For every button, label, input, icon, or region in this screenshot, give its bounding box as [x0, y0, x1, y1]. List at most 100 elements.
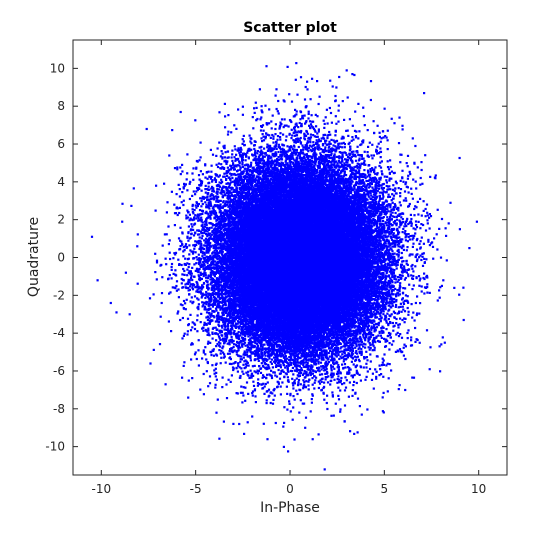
scatter-point: [270, 127, 273, 130]
scatter-point: [314, 154, 317, 157]
scatter-point: [369, 360, 372, 363]
scatter-point: [335, 330, 338, 333]
scatter-point: [385, 179, 388, 182]
scatter-point: [234, 293, 238, 296]
scatter-point: [290, 137, 293, 140]
scatter-point: [214, 326, 217, 329]
scatter-point: [382, 391, 385, 394]
scatter-point: [436, 208, 439, 211]
scatter-point: [331, 171, 334, 174]
scatter-point: [216, 398, 219, 401]
scatter-point: [324, 116, 327, 119]
scatter-point: [415, 259, 419, 263]
scatter-point: [192, 250, 195, 253]
scatter-point: [220, 296, 223, 300]
scatter-point: [375, 370, 378, 373]
scatter-point: [223, 191, 226, 194]
scatter-point: [376, 184, 379, 187]
scatter-point: [304, 345, 307, 348]
scatter-point: [338, 151, 341, 154]
scatter-point: [348, 141, 351, 144]
scatter-point: [209, 217, 212, 220]
scatter-point: [202, 329, 205, 332]
scatter-point: [406, 306, 409, 310]
scatter-point: [343, 389, 347, 392]
scatter-point: [242, 343, 245, 346]
scatter-point: [215, 345, 218, 348]
scatter-point: [224, 115, 227, 118]
scatter-point: [306, 140, 309, 143]
scatter-point: [219, 273, 222, 276]
scatter-point: [371, 157, 374, 160]
scatter-point: [371, 322, 374, 325]
scatter-point: [220, 329, 223, 332]
scatter-point: [415, 187, 418, 190]
scatter-point: [243, 195, 246, 198]
scatter-point: [363, 124, 366, 127]
scatter-point: [340, 137, 343, 140]
scatter-point: [206, 177, 209, 180]
scatter-point: [240, 181, 243, 185]
scatter-point: [186, 153, 189, 156]
scatter-point: [388, 177, 391, 180]
scatter-point: [168, 251, 171, 254]
scatter-point: [308, 120, 312, 123]
scatter-point: [415, 206, 418, 209]
scatter-point: [200, 220, 203, 223]
scatter-point: [344, 345, 347, 348]
scatter-point: [243, 328, 246, 331]
scatter-point: [326, 122, 329, 125]
scatter-point: [340, 376, 343, 380]
scatter-point: [420, 168, 423, 172]
scatter-point: [401, 124, 404, 127]
scatter-point: [273, 356, 276, 359]
scatter-point: [247, 335, 250, 338]
scatter-point: [414, 340, 417, 343]
scatter-point: [215, 242, 218, 245]
scatter-point: [192, 190, 195, 193]
scatter-point: [389, 159, 392, 162]
scatter-point: [348, 154, 351, 157]
scatter-point: [244, 159, 247, 162]
scatter-point: [207, 237, 211, 240]
scatter-point: [236, 169, 240, 172]
scatter-point: [226, 187, 229, 191]
scatter-point: [382, 234, 385, 237]
scatter-point: [196, 289, 199, 292]
scatter-point: [362, 342, 365, 345]
scatter-point: [227, 193, 230, 196]
scatter-point: [176, 166, 179, 169]
scatter-point: [357, 358, 360, 361]
scatter-point: [358, 185, 361, 188]
scatter-point: [284, 159, 287, 162]
scatter-point: [340, 163, 344, 166]
scatter-point: [287, 450, 290, 453]
scatter-point: [398, 310, 401, 313]
scatter-point: [202, 351, 205, 354]
scatter-point: [218, 296, 221, 299]
scatter-point: [270, 374, 273, 377]
scatter-point: [223, 317, 226, 320]
scatter-point: [399, 317, 402, 320]
scatter-point: [230, 374, 233, 377]
scatter-point: [239, 146, 242, 149]
scatter-point: [289, 394, 292, 397]
scatter-point: [195, 206, 198, 209]
scatter-point: [392, 285, 395, 288]
scatter-point: [175, 284, 178, 288]
scatter-point: [271, 334, 274, 338]
scatter-point: [399, 305, 402, 308]
scatter-point: [397, 142, 401, 145]
scatter-points: [90, 62, 478, 471]
scatter-point: [328, 130, 331, 134]
scatter-point: [401, 231, 404, 234]
scatter-point: [419, 240, 422, 243]
scatter-point: [410, 274, 413, 277]
scatter-point: [199, 141, 202, 144]
scatter-point: [366, 169, 370, 172]
scatter-point: [211, 185, 214, 188]
scatter-point: [372, 193, 376, 196]
scatter-point: [415, 276, 418, 279]
scatter-point: [404, 345, 407, 348]
